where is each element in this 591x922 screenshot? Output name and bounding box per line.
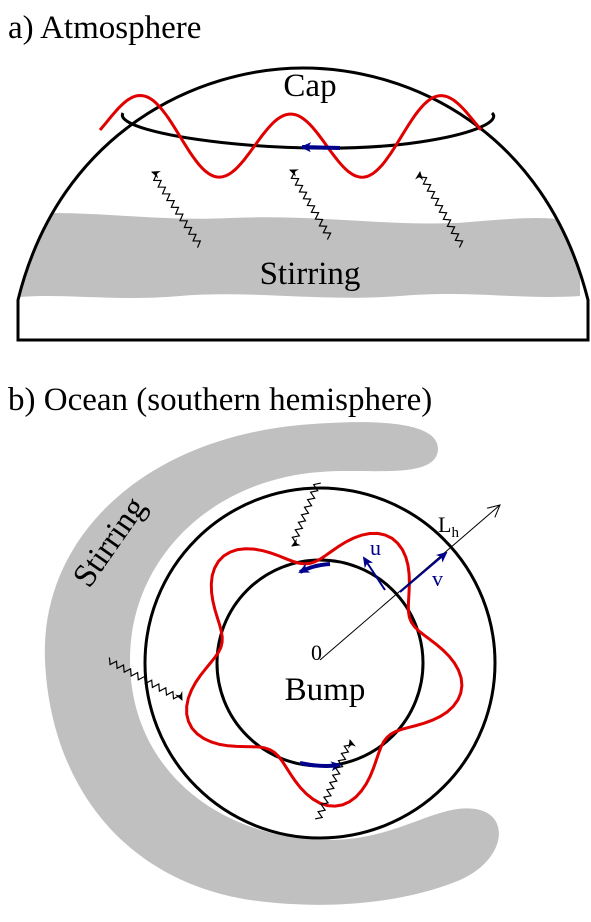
v-label: v (432, 566, 443, 591)
eddy-arrows-a (151, 169, 464, 248)
eddy-arrow (315, 739, 356, 820)
bump-label: Bump (285, 672, 366, 708)
eddy-arrow (108, 657, 183, 701)
u-vector (362, 556, 386, 591)
eddy-arrow (415, 171, 464, 248)
v-vector (399, 551, 448, 593)
eddy-arrows-b (108, 482, 356, 820)
cap-label: Cap (283, 68, 336, 104)
length-label-sub: h (451, 525, 459, 541)
flow-arrow (300, 142, 341, 153)
flow-arrow-bottom (299, 761, 342, 772)
wave-a (98, 93, 483, 179)
eddy-arrow (289, 169, 332, 240)
cap-edge (121, 111, 496, 150)
outer-circle (143, 486, 497, 840)
hemisphere (16, 66, 590, 342)
stirring-region (44, 422, 499, 905)
stirring-band (18, 213, 580, 298)
flow-arrow-top (298, 562, 331, 574)
origin-label: 0 (311, 640, 322, 665)
stirring-label: Stirring (260, 256, 361, 292)
eddy-arrow (151, 170, 202, 248)
wave-b (185, 531, 464, 808)
u-label: u (370, 535, 381, 560)
length-label: Lh (438, 512, 459, 541)
dome-contents (18, 213, 580, 298)
eddy-arrow (291, 482, 321, 547)
panel-b-title: b) Ocean (southern hemisphere) (8, 382, 432, 418)
panel-a-title: a) Atmosphere (8, 10, 201, 46)
length-label-main: L (438, 512, 451, 537)
